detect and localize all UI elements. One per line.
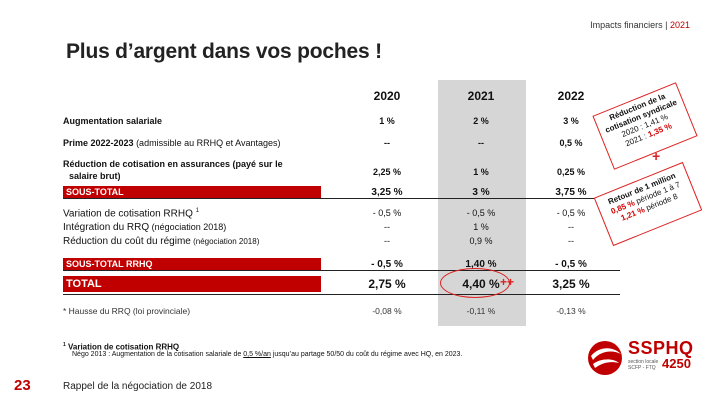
row-label-note: (négociation 2018) <box>190 237 260 246</box>
row-label: Augmentation salariale <box>63 116 163 126</box>
total-bar: TOTAL <box>63 276 321 292</box>
row-variation-rrhq: Variation de cotisation RRHQ 1 - 0,5 % -… <box>63 208 623 222</box>
total-rule <box>63 294 620 295</box>
row-label-note-cont: salaire brut) <box>69 171 121 181</box>
value-2022: -0,13 % <box>556 306 586 316</box>
value-2020: -- <box>384 222 390 232</box>
subtotal-bar: SOUS-TOTAL <box>63 186 321 198</box>
row-label-note: (payé sur le <box>230 159 283 169</box>
value-2020: -- <box>384 236 390 246</box>
value-2022: 3,25 % <box>552 277 590 291</box>
value-2022: 3 % <box>563 116 579 126</box>
value-2020: -0,08 % <box>372 306 402 316</box>
value-2021: 1,40 % <box>465 259 497 270</box>
subtotal-rrhq-bar: SOUS-TOTAL RRHQ <box>63 258 321 270</box>
footnote-ref: 1 <box>195 208 199 214</box>
value-2020: 2,25 % <box>372 167 402 177</box>
logo-sub-line: section locale <box>628 359 659 365</box>
value-2021: - 0,5 % <box>466 208 496 218</box>
value-2021: 1 % <box>473 167 489 177</box>
year-header-2022: 2022 <box>557 89 585 103</box>
year-header-2021: 2021 <box>467 89 495 103</box>
logo-subtitle: section locale SCFP - FTQ <box>628 359 658 371</box>
row-label: Prime 2022-2023 <box>63 138 134 148</box>
footer-text: Rappel de la négociation de 2018 <box>63 381 213 392</box>
value-2021: -0,11 % <box>466 306 496 316</box>
row-label-note: (négociation 2018) <box>149 222 227 232</box>
highlight-circle <box>440 268 510 298</box>
footnote-title-text: Variation de cotisation RRHQ <box>65 342 180 352</box>
value-2021: 3 % <box>472 187 490 198</box>
ssphq-logo-icon <box>588 341 622 375</box>
row-hausse-rrq: * Hausse du RRQ (loi provinciale) -0,08 … <box>63 306 623 320</box>
section-header: Impacts financiers | 2021 <box>590 20 690 30</box>
value-2022: 0,25 % <box>556 167 586 177</box>
value-2020: -- <box>384 138 390 148</box>
row-subtotal: 3,25 % 3 % 3,75 % <box>63 187 623 201</box>
value-2020: 1 % <box>379 116 395 126</box>
subtotal-rule <box>63 198 620 199</box>
value-2022: - 0,5 % <box>555 259 587 270</box>
row-label-note: (admissible au RRHQ et Avantages) <box>133 138 281 148</box>
row-reduction-cout: Réduction du coût du régime (négociation… <box>63 236 623 250</box>
row-reduction-assurances: Réduction de cotisation en assurances (p… <box>63 159 623 173</box>
value-2021: 1 % <box>473 222 489 232</box>
row-label: Variation de cotisation RRHQ <box>63 208 193 220</box>
logo-name: SSPHQ <box>628 338 694 358</box>
row-augmentation: Augmentation salariale 1 % 2 % 3 % <box>63 116 623 130</box>
row-prime: Prime 2022-2023 (admissible au RRHQ et A… <box>63 138 623 152</box>
footnote-part: Négo 2013 : Augmentation de la cotisatio… <box>72 351 244 358</box>
value-2022: -- <box>568 236 574 246</box>
value-2022: -- <box>568 222 574 232</box>
value-2022: 3,75 % <box>555 187 587 198</box>
highlight-mark: ++ <box>500 275 515 289</box>
subtotal-rrhq-rule <box>63 270 620 271</box>
year-header-2020: 2020 <box>373 89 401 103</box>
value-2020: 3,25 % <box>371 187 403 198</box>
page-number: 23 <box>14 377 31 394</box>
footnote-text: Négo 2013 : Augmentation de la cotisatio… <box>72 351 462 358</box>
section-name: Impacts financiers | <box>590 20 670 30</box>
row-subtotal-rrhq: - 0,5 % 1,40 % - 0,5 % <box>63 259 623 273</box>
row-reduction-label-cont: salaire brut) <box>69 171 629 185</box>
value-2021: -- <box>478 138 484 148</box>
value-2021: 0,9 % <box>469 236 493 246</box>
value-2020: 2,75 % <box>368 277 406 291</box>
value-2022: - 0,5 % <box>556 208 586 218</box>
row-integration-rrq: Intégration du RRQ (négociation 2018) --… <box>63 222 623 236</box>
value-2020: - 0,5 % <box>371 259 403 270</box>
logo-number: 4250 <box>662 356 691 371</box>
value-2021: 2 % <box>473 116 489 126</box>
footnote-underlined: 0,5 %/an <box>243 351 271 358</box>
row-total: 2,75 % 4,40 % 3,25 % <box>63 277 623 291</box>
row-reduction-values: 2,25 % 1 % 0,25 % <box>63 167 623 181</box>
section-year: 2021 <box>669 20 690 30</box>
footnote-number: 1 <box>63 342 66 348</box>
plus-sign: + <box>652 148 661 164</box>
row-label: * Hausse du RRQ (loi provinciale) <box>63 306 191 316</box>
row-label: Réduction de cotisation en assurances <box>63 159 231 169</box>
value-2022: 0,5 % <box>559 138 583 148</box>
slide-title: Plus d’argent dans vos poches ! <box>66 40 382 63</box>
value-2020: - 0,5 % <box>372 208 402 218</box>
row-label: Intégration du RRQ <box>63 222 150 233</box>
row-label: Réduction du coût du régime <box>63 236 191 247</box>
footnote-title: 1 Variation de cotisation RRHQ <box>63 342 179 352</box>
logo-sub-line: SCFP - FTQ <box>628 365 656 371</box>
footnote-part: jusqu’au partage 50/50 du coût du régime… <box>270 351 463 358</box>
